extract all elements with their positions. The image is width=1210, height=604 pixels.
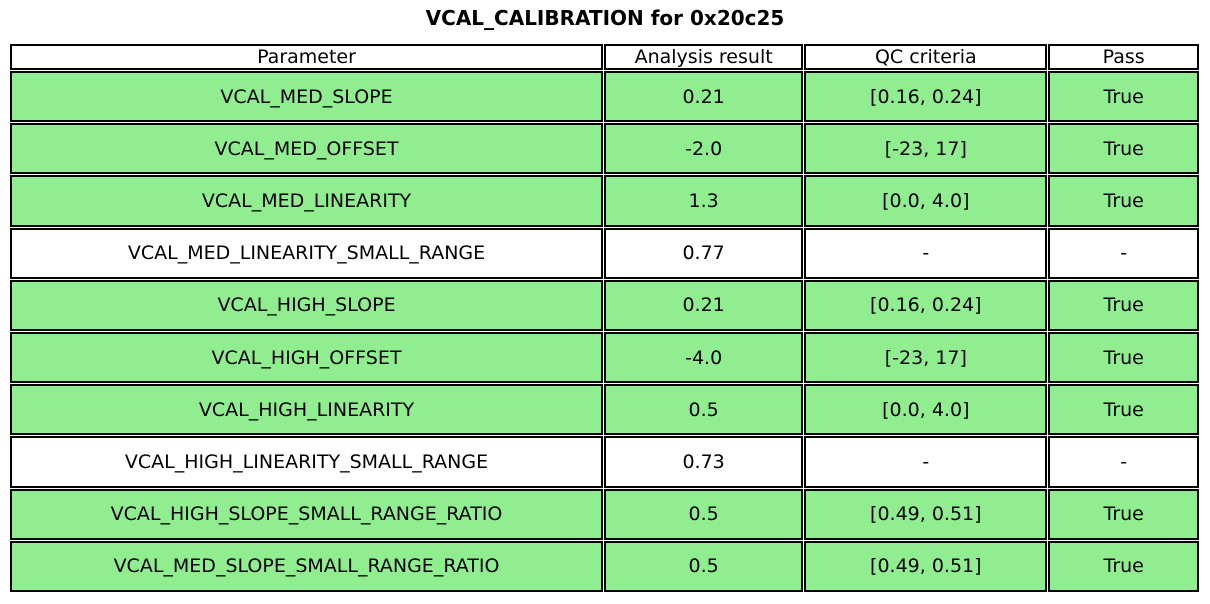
pass-cell: -: [1048, 227, 1199, 279]
table-row: VCAL_HIGH_SLOPE_SMALL_RANGE_RATIO 0.5 [0…: [10, 488, 1199, 540]
pass-cell: True: [1048, 384, 1199, 436]
table-row: VCAL_MED_LINEARITY 1.3 [0.0, 4.0] True: [10, 175, 1199, 227]
column-header-qc-criteria: QC criteria: [804, 44, 1048, 70]
parameter-cell: VCAL_HIGH_LINEARITY: [10, 384, 604, 436]
parameter-cell: VCAL_MED_SLOPE_SMALL_RANGE_RATIO: [10, 540, 604, 592]
pass-cell: True: [1048, 488, 1199, 540]
table-row: VCAL_MED_SLOPE_SMALL_RANGE_RATIO 0.5 [0.…: [10, 540, 1199, 592]
pass-cell: True: [1048, 279, 1199, 331]
table-row: VCAL_MED_SLOPE 0.21 [0.16, 0.24] True: [10, 71, 1199, 123]
pass-cell: True: [1048, 123, 1199, 175]
analysis-result-cell: 0.21: [604, 71, 804, 123]
parameter-cell: VCAL_MED_LINEARITY_SMALL_RANGE: [10, 227, 604, 279]
qc-criteria-cell: [-23, 17]: [804, 331, 1048, 384]
analysis-result-cell: 0.5: [604, 384, 804, 436]
table-row: VCAL_HIGH_OFFSET -4.0 [-23, 17] True: [10, 331, 1199, 384]
qc-results-table: Parameter Analysis result QC criteria Pa…: [9, 43, 1200, 593]
figure-title: VCAL_CALIBRATION for 0x20c25: [425, 6, 785, 30]
table-row: VCAL_HIGH_LINEARITY 0.5 [0.0, 4.0] True: [10, 384, 1199, 436]
table-body: VCAL_MED_SLOPE 0.21 [0.16, 0.24] True VC…: [10, 71, 1199, 592]
qc-criteria-cell: [0.49, 0.51]: [804, 488, 1048, 540]
qc-criteria-cell: [0.49, 0.51]: [804, 540, 1048, 592]
table-row: VCAL_MED_LINEARITY_SMALL_RANGE 0.77 - -: [10, 227, 1199, 279]
qc-criteria-cell: [0.0, 4.0]: [804, 384, 1048, 436]
analysis-result-cell: 0.5: [604, 540, 804, 592]
header-row: Parameter Analysis result QC criteria Pa…: [10, 44, 1199, 70]
parameter-cell: VCAL_MED_SLOPE: [10, 71, 604, 123]
parameter-cell: VCAL_MED_LINEARITY: [10, 175, 604, 227]
analysis-result-cell: 0.5: [604, 488, 804, 540]
qc-criteria-cell: -: [804, 436, 1048, 488]
parameter-cell: VCAL_HIGH_LINEARITY_SMALL_RANGE: [10, 436, 604, 488]
parameter-cell: VCAL_MED_OFFSET: [10, 123, 604, 175]
column-header-pass: Pass: [1048, 44, 1199, 70]
qc-criteria-cell: -: [804, 227, 1048, 279]
analysis-result-cell: -4.0: [604, 331, 804, 384]
qc-criteria-cell: [-23, 17]: [804, 123, 1048, 175]
analysis-result-cell: 0.21: [604, 279, 804, 331]
table-row: VCAL_HIGH_LINEARITY_SMALL_RANGE 0.73 - -: [10, 436, 1199, 488]
qc-criteria-cell: [0.0, 4.0]: [804, 175, 1048, 227]
pass-cell: -: [1048, 436, 1199, 488]
pass-cell: True: [1048, 175, 1199, 227]
pass-cell: True: [1048, 331, 1199, 384]
table-row: VCAL_HIGH_SLOPE 0.21 [0.16, 0.24] True: [10, 279, 1199, 331]
qc-criteria-cell: [0.16, 0.24]: [804, 71, 1048, 123]
analysis-result-cell: 1.3: [604, 175, 804, 227]
analysis-result-cell: 0.73: [604, 436, 804, 488]
parameter-cell: VCAL_HIGH_OFFSET: [10, 331, 604, 384]
analysis-result-cell: 0.77: [604, 227, 804, 279]
table-row: VCAL_MED_OFFSET -2.0 [-23, 17] True: [10, 123, 1199, 175]
pass-cell: True: [1048, 540, 1199, 592]
parameter-cell: VCAL_HIGH_SLOPE_SMALL_RANGE_RATIO: [10, 488, 604, 540]
pass-cell: True: [1048, 71, 1199, 123]
parameter-cell: VCAL_HIGH_SLOPE: [10, 279, 604, 331]
qc-criteria-cell: [0.16, 0.24]: [804, 279, 1048, 331]
column-header-analysis-result: Analysis result: [604, 44, 804, 70]
column-header-parameter: Parameter: [10, 44, 604, 70]
analysis-result-cell: -2.0: [604, 123, 804, 175]
